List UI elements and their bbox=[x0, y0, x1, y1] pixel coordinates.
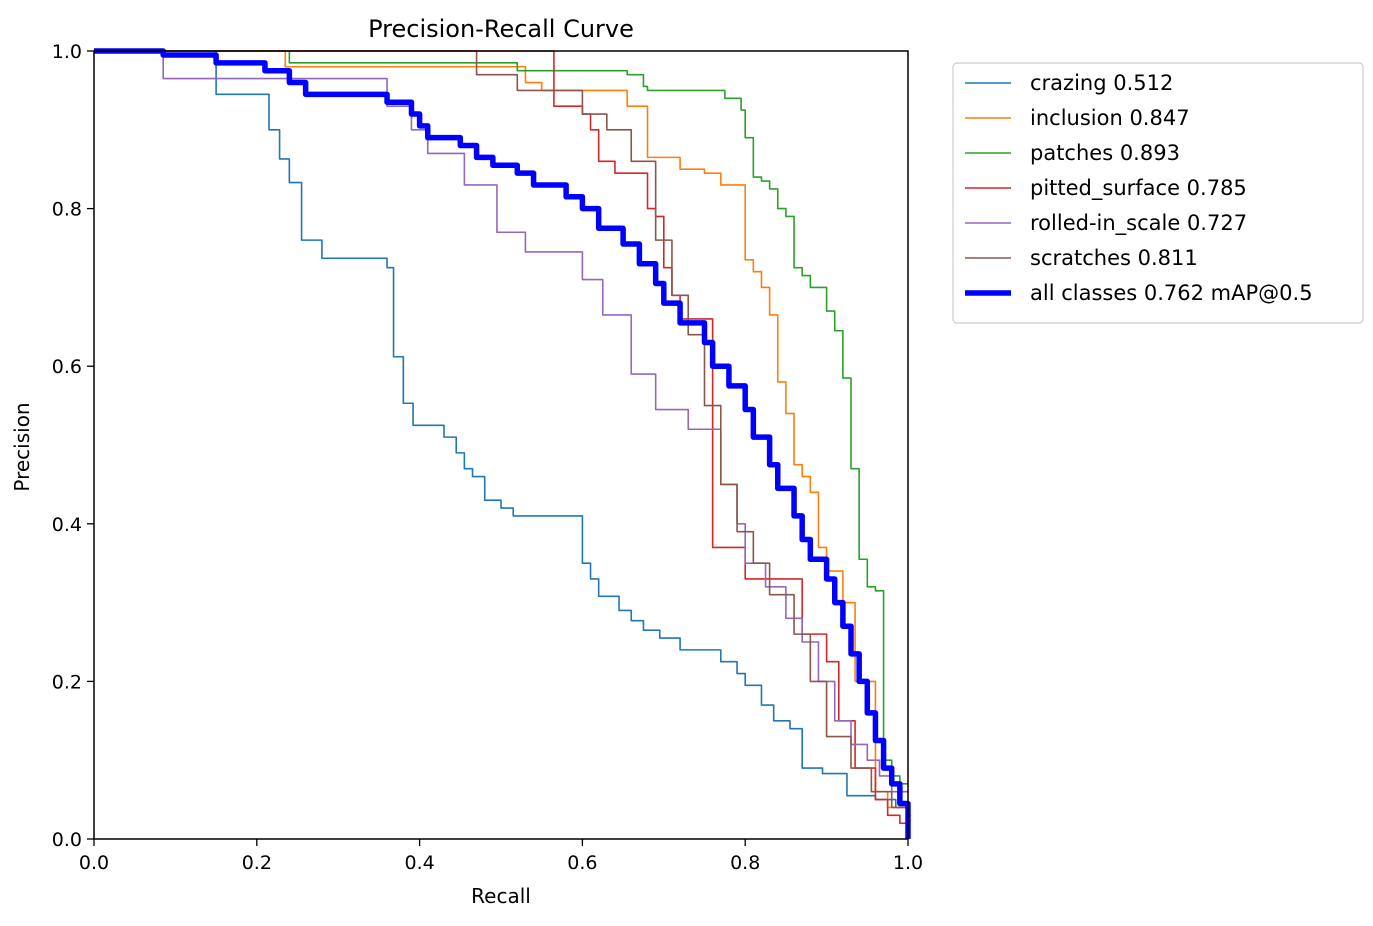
series-line-scratches bbox=[94, 50, 908, 809]
y-tick-label: 0.4 bbox=[52, 514, 82, 536]
legend-label-all-classes: all classes 0.762 mAP@0.5 bbox=[1030, 281, 1313, 305]
y-tick-label: 1.0 bbox=[52, 41, 82, 63]
legend-label-crazing: crazing 0.512 bbox=[1030, 71, 1173, 95]
chart-title: Precision-Recall Curve bbox=[368, 15, 634, 43]
y-tick-label: 0.6 bbox=[52, 356, 82, 378]
y-tick-label: 0.0 bbox=[52, 829, 82, 851]
x-tick-label: 0.4 bbox=[404, 852, 434, 874]
series-line-patches bbox=[94, 50, 908, 785]
legend: crazing 0.512 inclusion 0.847 patches 0.89… bbox=[952, 62, 1364, 324]
axes: 0.0 0.2 0.4 0.6 0.8 1.0 0.0 0.2 0.4 0.6 0.8 1.0 bbox=[52, 41, 923, 874]
x-tick-label: 0.2 bbox=[242, 852, 272, 874]
x-tick-label: 1.0 bbox=[893, 852, 923, 874]
legend-label-inclusion: inclusion 0.847 bbox=[1030, 106, 1190, 130]
legend-label-pitted_surface: pitted_surface 0.785 bbox=[1030, 176, 1247, 201]
plot-area bbox=[94, 48, 911, 839]
axes-frame bbox=[93, 50, 909, 840]
x-tick-label: 0.6 bbox=[567, 852, 597, 874]
series-line-rolled-in_scale bbox=[94, 50, 908, 793]
legend-box bbox=[952, 62, 1364, 324]
x-tick-label: 0.0 bbox=[79, 852, 109, 874]
y-tick-label: 0.2 bbox=[52, 671, 82, 693]
y-tick-label: 0.8 bbox=[52, 199, 82, 221]
legend-label-scratches: scratches 0.811 bbox=[1030, 246, 1198, 270]
legend-label-patches: patches 0.893 bbox=[1030, 141, 1180, 165]
x-axis-label: Recall bbox=[471, 884, 531, 908]
x-tick-label: 0.8 bbox=[730, 852, 760, 874]
series-line-all-classes bbox=[94, 48, 911, 839]
series-line-crazing bbox=[94, 50, 908, 809]
series-line-inclusion bbox=[94, 50, 908, 809]
legend-label-rolled-in_scale: rolled-in_scale 0.727 bbox=[1030, 211, 1247, 236]
y-axis-label: Precision bbox=[10, 402, 34, 491]
